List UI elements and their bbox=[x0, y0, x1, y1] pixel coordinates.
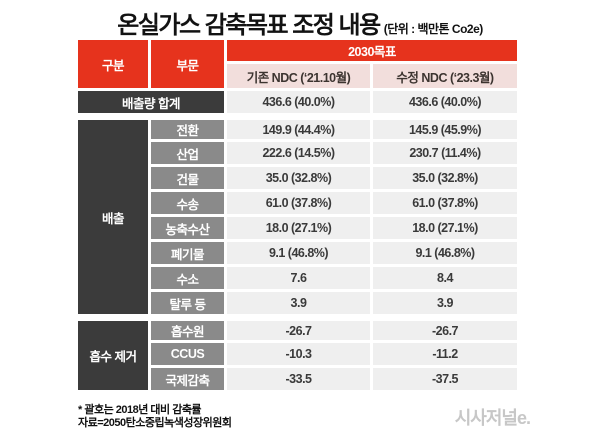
value-cell: -33.5 bbox=[227, 368, 370, 390]
row-label: 농축수산 bbox=[151, 217, 224, 239]
table-row: CCUS -10.3 -11.2 bbox=[78, 343, 517, 365]
value-cell: 222.6 (14.5%) bbox=[227, 142, 370, 164]
row-label: 흡수원 bbox=[151, 317, 224, 340]
table-row: 산업 222.6 (14.5%) 230.7 (11.4%) bbox=[78, 142, 517, 164]
value-cell: 35.0 (32.8%) bbox=[373, 167, 517, 189]
unit-label: (단위 : 백만톤 Co2e) bbox=[383, 22, 484, 36]
footnote-line-1: * 괄호는 2018년 대비 감축률 bbox=[78, 404, 202, 416]
table-row: 농축수산 18.0 (27.1%) 18.0 (27.1%) bbox=[78, 217, 517, 239]
value-cell: 436.6 (40.0%) bbox=[227, 91, 370, 113]
table-row: 건물 35.0 (32.8%) 35.0 (32.8%) bbox=[78, 167, 517, 189]
value-cell: -37.5 bbox=[373, 368, 517, 390]
row-label: 수송 bbox=[151, 192, 224, 214]
footnote: * 괄호는 2018년 대비 감축률 자료=2050탄소중립녹색성장위원회 bbox=[78, 404, 232, 430]
value-cell: 61.0 (37.8%) bbox=[373, 192, 517, 214]
section-label-emissions: 배출 bbox=[78, 116, 148, 314]
value-cell: 230.7 (11.4%) bbox=[373, 142, 517, 164]
row-label: 탈루 등 bbox=[151, 292, 224, 314]
header-row-1: 구분 부문 2030목표 bbox=[78, 40, 517, 88]
value-cell: 35.0 (32.8%) bbox=[227, 167, 370, 189]
row-label-total: 배출량 합계 bbox=[78, 91, 224, 113]
page-title: 온실가스 감축목표 조정 내용 bbox=[117, 12, 381, 39]
value-cell: 9.1 (46.8%) bbox=[227, 242, 370, 264]
value-cell: 18.0 (27.1%) bbox=[227, 217, 370, 239]
footnote-line-2: 자료=2050탄소중립녹색성장위원회 bbox=[78, 417, 232, 429]
section-label-removals: 흡수 제거 bbox=[78, 317, 148, 390]
value-cell: 149.9 (44.4%) bbox=[227, 116, 370, 139]
value-cell: 3.9 bbox=[227, 292, 370, 314]
row-label: 건물 bbox=[151, 167, 224, 189]
value-cell: -11.2 bbox=[373, 343, 517, 365]
row-label: 수소 bbox=[151, 267, 224, 289]
table-row-total: 배출량 합계 436.6 (40.0%) 436.6 (40.0%) bbox=[78, 91, 517, 113]
row-label: 전환 bbox=[151, 116, 224, 139]
value-cell: 61.0 (37.8%) bbox=[227, 192, 370, 214]
value-cell: 18.0 (27.1%) bbox=[373, 217, 517, 239]
table-row: 흡수 제거 흡수원 -26.7 -26.7 bbox=[78, 317, 517, 390]
table-row: 배출 전환 149.9 (44.4%) 145.9 (45.9%) bbox=[78, 116, 517, 314]
table-row: 수송 61.0 (37.8%) 61.0 (37.8%) bbox=[78, 192, 517, 214]
value-cell: 7.6 bbox=[227, 267, 370, 289]
value-cell: 8.4 bbox=[373, 267, 517, 289]
row-label: CCUS bbox=[151, 343, 224, 365]
col-header-2030-target: 2030목표 bbox=[227, 40, 517, 61]
header-row-2: 기존 NDC (‘21.10월) 수정 NDC (‘23.3월) bbox=[78, 64, 517, 88]
table-row: 탈루 등 3.9 3.9 bbox=[78, 292, 517, 314]
row-label: 폐기물 bbox=[151, 242, 224, 264]
value-cell: -26.7 bbox=[373, 317, 517, 340]
row-label: 국제감축 bbox=[151, 368, 224, 390]
title-row: 온실가스 감축목표 조정 내용 (단위 : 백만톤 Co2e) bbox=[0, 5, 600, 40]
col-header-old-ndc: 기존 NDC (‘21.10월) bbox=[227, 64, 370, 88]
value-cell: -10.3 bbox=[227, 343, 370, 365]
value-cell: -26.7 bbox=[227, 317, 370, 340]
col-header-new-ndc: 수정 NDC (‘23.3월) bbox=[373, 64, 517, 88]
table-row: 폐기물 9.1 (46.8%) 9.1 (46.8%) bbox=[78, 242, 517, 264]
col-header-category: 구분 bbox=[78, 40, 148, 88]
col-header-sector: 부문 bbox=[151, 40, 224, 88]
sisajournal-e-logo: 시사저널e. bbox=[454, 408, 531, 428]
table-row: 국제감축 -33.5 -37.5 bbox=[78, 368, 517, 390]
value-cell: 145.9 (45.9%) bbox=[373, 116, 517, 139]
value-cell: 9.1 (46.8%) bbox=[373, 242, 517, 264]
ghg-table: 구분 부문 2030목표 기존 NDC (‘21.10월) 수정 NDC (‘2… bbox=[75, 37, 520, 393]
table-row: 수소 7.6 8.4 bbox=[78, 267, 517, 289]
value-cell: 436.6 (40.0%) bbox=[373, 91, 517, 113]
value-cell: 3.9 bbox=[373, 292, 517, 314]
row-label: 산업 bbox=[151, 142, 224, 164]
